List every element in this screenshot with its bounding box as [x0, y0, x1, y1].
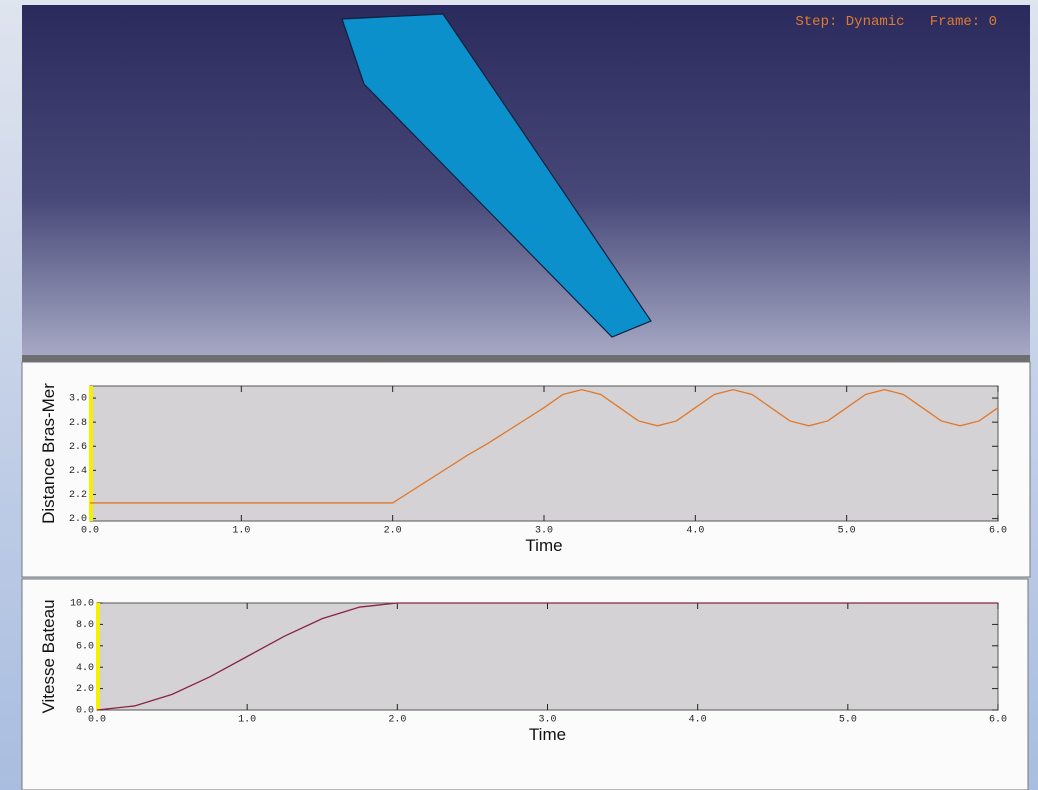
y-axis-label: Distance Bras-Mer	[39, 383, 58, 524]
status-label: Step: Dynamic Frame: 0	[795, 14, 997, 30]
y-tick-label: 2.6	[69, 442, 87, 453]
y-tick-label: 2.0	[69, 514, 87, 525]
y-tick-label: 2.8	[69, 418, 87, 429]
plot-area	[90, 386, 998, 521]
x-axis-label: Time	[529, 725, 566, 744]
time-indicator	[89, 386, 93, 521]
x-tick-label: 4.0	[686, 526, 704, 537]
x-tick-label: 5.0	[838, 526, 856, 537]
x-tick-label: 5.0	[839, 715, 857, 726]
y-tick-label: 2.4	[69, 466, 87, 477]
x-tick-label: 3.0	[538, 715, 556, 726]
y-axis-label: Vitesse Bateau	[39, 599, 58, 713]
y-tick-label: 3.0	[69, 394, 87, 405]
screen: Step: Dynamic Frame: 0 0.0 1.0 2.0 3.0 4.0 5.…	[0, 0, 1038, 790]
x-tick-label: 6.0	[989, 526, 1007, 537]
page: Step: Dynamic Frame: 0 0.0 1.0 2.0 3.0 4.0 5.…	[0, 0, 1038, 790]
y-tick-label: 0.0	[76, 706, 94, 717]
x-tick-label: 2.0	[388, 715, 406, 726]
y-tick-label: 2.2	[69, 490, 87, 501]
y-tick-label: 2.0	[76, 684, 94, 695]
x-axis-label: Time	[525, 536, 562, 555]
y-tick-label: 4.0	[76, 663, 94, 674]
y-tick-label: 8.0	[76, 620, 94, 631]
x-tick-label: 4.0	[689, 715, 707, 726]
plot-area	[97, 603, 998, 710]
x-tick-label: 1.0	[232, 526, 250, 537]
x-tick-label: 3.0	[535, 526, 553, 537]
divider	[22, 355, 1030, 362]
x-tick-label: 0.0	[81, 526, 99, 537]
y-tick-label: 10.0	[70, 599, 94, 610]
x-tick-label: 1.0	[238, 715, 256, 726]
y-tick-label: 6.0	[76, 641, 94, 652]
time-indicator	[96, 603, 100, 710]
x-tick-label: 2.0	[384, 526, 402, 537]
x-tick-label: 6.0	[989, 715, 1007, 726]
